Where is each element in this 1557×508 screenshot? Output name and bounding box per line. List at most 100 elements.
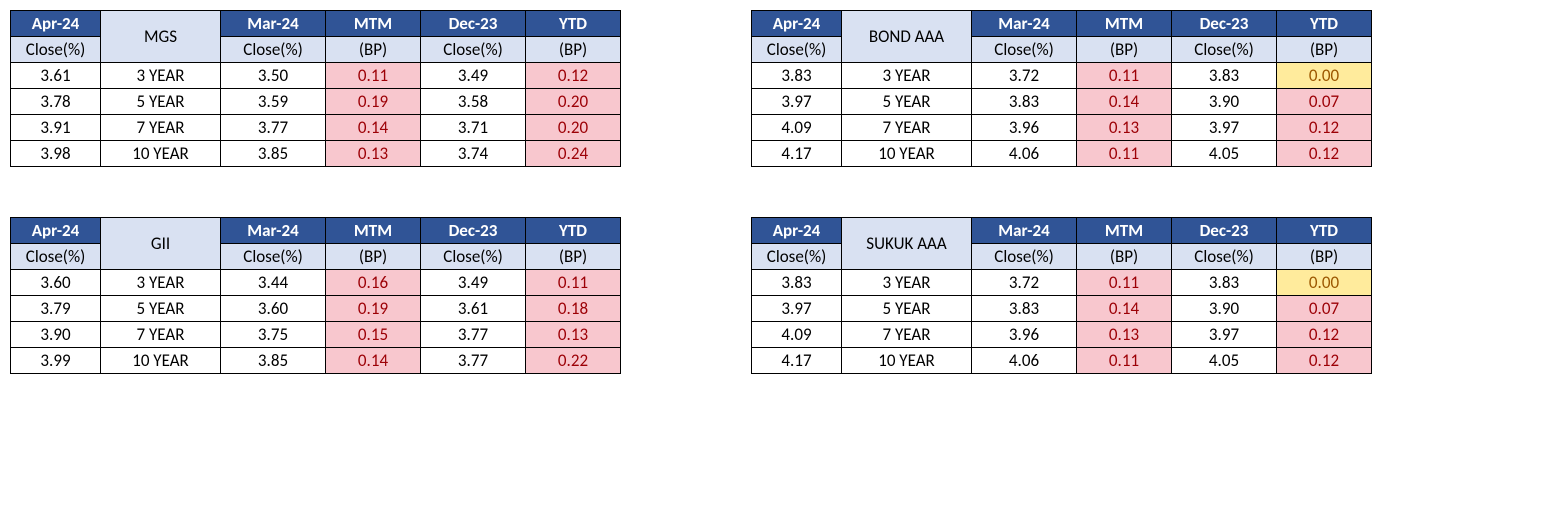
yield-table-sukuk-aaa: Apr-24SUKUK AAAMar-24MTMDec-23YTDClose(%… (751, 217, 1372, 374)
cell-mar: 4.06 (972, 141, 1077, 167)
hdr-dec: Dec-23 (1172, 218, 1277, 244)
cell-ytd: 0.18 (526, 296, 621, 322)
cell-mtm: 0.15 (326, 322, 421, 348)
hdr-apr: Apr-24 (752, 218, 842, 244)
cell-mtm: 0.13 (1077, 115, 1172, 141)
hdr-instrument: SUKUK AAA (842, 218, 972, 270)
cell-ytd: 0.11 (526, 270, 621, 296)
cell-dec: 3.90 (1172, 89, 1277, 115)
cell-apr: 3.83 (752, 63, 842, 89)
cell-apr: 4.09 (752, 115, 842, 141)
cell-ytd: 0.00 (1277, 270, 1372, 296)
cell-apr: 4.17 (752, 141, 842, 167)
cell-mar: 3.85 (221, 141, 326, 167)
cell-dec: 3.90 (1172, 296, 1277, 322)
cell-tenor: 10 YEAR (101, 348, 221, 374)
cell-tenor: 3 YEAR (101, 270, 221, 296)
cell-dec: 3.77 (421, 322, 526, 348)
table-row: 4.1710 YEAR4.060.114.050.12 (752, 141, 1372, 167)
cell-apr: 3.61 (11, 63, 101, 89)
cell-apr: 4.17 (752, 348, 842, 374)
hdr-ytd: YTD (526, 218, 621, 244)
hdr-dec: Dec-23 (421, 11, 526, 37)
hdr-mtm: MTM (1077, 218, 1172, 244)
hdr-mtm: MTM (326, 218, 421, 244)
cell-ytd: 0.00 (1277, 63, 1372, 89)
cell-apr: 3.60 (11, 270, 101, 296)
cell-tenor: 5 YEAR (101, 89, 221, 115)
cell-tenor: 5 YEAR (842, 89, 972, 115)
table-row: 3.917 YEAR3.770.143.710.20 (11, 115, 621, 141)
hdr-instrument: BOND AAA (842, 11, 972, 63)
yield-table-mgs: Apr-24MGSMar-24MTMDec-23YTDClose(%)Close… (10, 10, 621, 167)
hdr-mar-close: Close(%) (221, 244, 326, 270)
table-row: 3.785 YEAR3.590.193.580.20 (11, 89, 621, 115)
hdr-ytd-bp: (BP) (1277, 244, 1372, 270)
table-row: 3.603 YEAR3.440.163.490.11 (11, 270, 621, 296)
cell-mar: 4.06 (972, 348, 1077, 374)
cell-dec: 3.71 (421, 115, 526, 141)
hdr-apr-close: Close(%) (752, 37, 842, 63)
cell-mtm: 0.11 (1077, 348, 1172, 374)
cell-mtm: 0.14 (1077, 296, 1172, 322)
cell-ytd: 0.13 (526, 322, 621, 348)
table-row: 3.833 YEAR3.720.113.830.00 (752, 270, 1372, 296)
cell-mtm: 0.11 (326, 63, 421, 89)
cell-dec: 3.97 (1172, 322, 1277, 348)
hdr-apr-close: Close(%) (752, 244, 842, 270)
cell-ytd: 0.20 (526, 89, 621, 115)
cell-mar: 3.77 (221, 115, 326, 141)
table-row: 3.975 YEAR3.830.143.900.07 (752, 89, 1372, 115)
cell-tenor: 7 YEAR (842, 115, 972, 141)
cell-mar: 3.75 (221, 322, 326, 348)
cell-ytd: 0.12 (1277, 141, 1372, 167)
hdr-mar: Mar-24 (972, 218, 1077, 244)
cell-dec: 3.49 (421, 270, 526, 296)
hdr-instrument: MGS (101, 11, 221, 63)
cell-mar: 3.60 (221, 296, 326, 322)
cell-mar: 3.96 (972, 115, 1077, 141)
table-row: 3.907 YEAR3.750.153.770.13 (11, 322, 621, 348)
table-row: 4.1710 YEAR4.060.114.050.12 (752, 348, 1372, 374)
cell-mar: 3.72 (972, 63, 1077, 89)
cell-apr: 3.97 (752, 296, 842, 322)
hdr-ytd: YTD (526, 11, 621, 37)
cell-dec: 3.58 (421, 89, 526, 115)
hdr-dec: Dec-23 (421, 218, 526, 244)
hdr-apr: Apr-24 (11, 11, 101, 37)
hdr-mar-close: Close(%) (221, 37, 326, 63)
hdr-dec-close: Close(%) (1172, 244, 1277, 270)
cell-ytd: 0.20 (526, 115, 621, 141)
table-row: 3.613 YEAR3.500.113.490.12 (11, 63, 621, 89)
hdr-ytd: YTD (1277, 11, 1372, 37)
cell-ytd: 0.12 (526, 63, 621, 89)
cell-mtm: 0.16 (326, 270, 421, 296)
hdr-apr: Apr-24 (752, 11, 842, 37)
cell-mtm: 0.11 (1077, 270, 1172, 296)
cell-mar: 3.85 (221, 348, 326, 374)
cell-mtm: 0.19 (326, 296, 421, 322)
cell-tenor: 5 YEAR (101, 296, 221, 322)
cell-tenor: 5 YEAR (842, 296, 972, 322)
cell-tenor: 7 YEAR (842, 322, 972, 348)
cell-apr: 3.78 (11, 89, 101, 115)
cell-mtm: 0.11 (1077, 141, 1172, 167)
table-row: 3.975 YEAR3.830.143.900.07 (752, 296, 1372, 322)
hdr-apr-close: Close(%) (11, 37, 101, 63)
cell-mtm: 0.13 (326, 141, 421, 167)
cell-mar: 3.72 (972, 270, 1077, 296)
hdr-mar: Mar-24 (972, 11, 1077, 37)
cell-mar: 3.44 (221, 270, 326, 296)
table-row: 4.097 YEAR3.960.133.970.12 (752, 115, 1372, 141)
cell-apr: 3.97 (752, 89, 842, 115)
cell-mtm: 0.11 (1077, 63, 1172, 89)
hdr-mar: Mar-24 (221, 218, 326, 244)
hdr-instrument: GII (101, 218, 221, 270)
hdr-dec-close: Close(%) (1172, 37, 1277, 63)
tables-grid: Apr-24MGSMar-24MTMDec-23YTDClose(%)Close… (10, 10, 1372, 374)
hdr-mar-close: Close(%) (972, 37, 1077, 63)
cell-apr: 4.09 (752, 322, 842, 348)
hdr-dec-close: Close(%) (421, 37, 526, 63)
cell-ytd: 0.12 (1277, 115, 1372, 141)
table-row: 3.9910 YEAR3.850.143.770.22 (11, 348, 621, 374)
